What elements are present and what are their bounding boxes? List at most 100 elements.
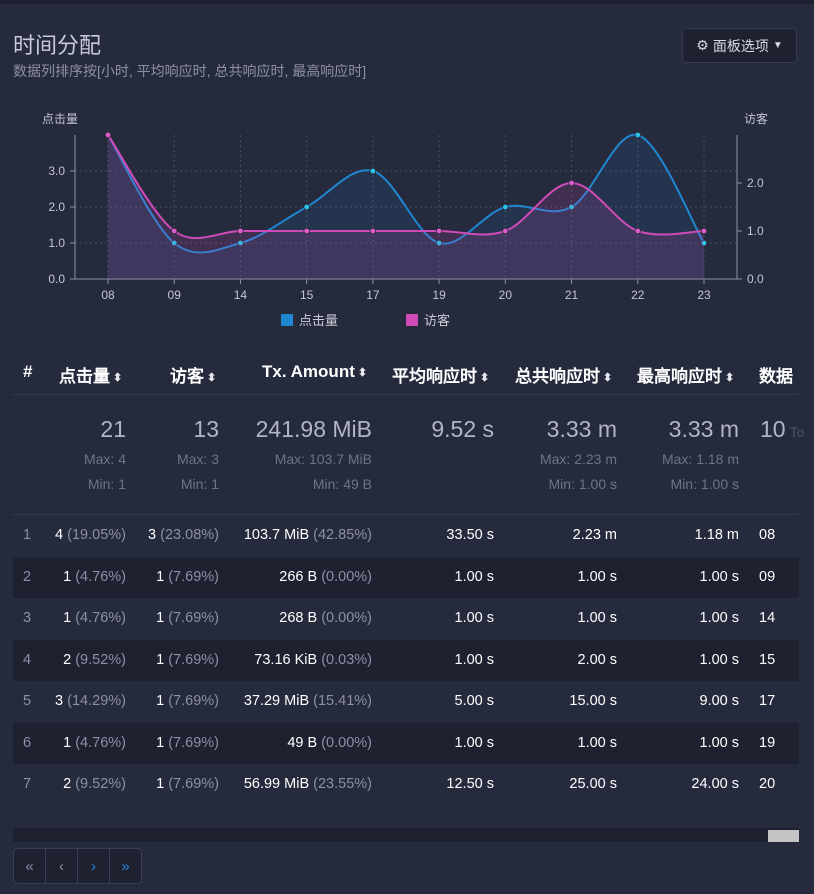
row-index: 2 — [23, 568, 32, 585]
y-tick-label-right: 1.0 — [747, 224, 764, 238]
x-tick-label: 14 — [234, 288, 248, 300]
x-tick-label: 19 — [432, 288, 446, 300]
row-data: 19 — [759, 734, 776, 751]
y-tick-label-right: 0.0 — [747, 272, 764, 286]
horizontal-scrollbar[interactable] — [13, 828, 799, 842]
row-cum: 1.00 s — [577, 568, 618, 585]
col-tx-amount[interactable]: Tx. Amount ⬍ — [262, 362, 368, 381]
data-point — [634, 131, 641, 139]
row-cum: 25.00 s — [569, 776, 617, 792]
table-row[interactable]: 6 1 (4.76%) 1 (7.69%) 49 B (0.00%) 1.00 s 1.0… — [13, 722, 799, 764]
summary-hits: 21 Max: 4 Min: 1 — [83, 416, 126, 492]
col-cum-ts[interactable]: 总共响应时 ⬍ — [515, 367, 613, 386]
row-data: 15 — [759, 651, 776, 668]
row-index: 1 — [23, 527, 32, 543]
caret-down-icon: ▼ — [772, 40, 783, 51]
first-page-button[interactable]: « — [13, 848, 46, 884]
row-index: 7 — [23, 776, 32, 792]
legend-label-visitors: 访客 — [424, 313, 451, 328]
last-page-button[interactable]: » — [109, 848, 142, 884]
legend-swatch-hits — [281, 313, 293, 326]
table-row[interactable]: 2 1 (4.76%) 1 (7.69%) 266 B (0.00%) 1.00 s 1.… — [13, 556, 799, 598]
data-point — [303, 227, 310, 235]
row-avg: 12.50 s — [446, 776, 494, 792]
data-point — [502, 227, 509, 235]
row-tx: 73.16 KiB (0.03%) — [254, 651, 372, 668]
top-border — [0, 0, 814, 4]
row-hits: 1 (4.76%) — [63, 568, 126, 585]
table-row[interactable]: 7 2 (9.52%) 1 (7.69%) 56.99 MiB (23.55%) 12.… — [13, 764, 799, 806]
x-tick-label: 22 — [631, 288, 645, 300]
col-data[interactable]: 数据 — [759, 367, 793, 386]
y-tick-label-left: 3.0 — [48, 164, 65, 178]
row-data: 17 — [759, 693, 776, 709]
scrollbar-thumb[interactable] — [768, 830, 799, 842]
x-tick-label: 20 — [499, 288, 513, 300]
row-max: 1.00 s — [699, 610, 740, 626]
table-row[interactable]: 1 4 (19.05%) 3 (23.08%) 103.7 MiB (42.85%) 3… — [13, 515, 799, 557]
summary-max: 3.33 m Max: 1.18 m Min: 1.00 s — [661, 416, 739, 492]
row-visitors: 1 (7.69%) — [156, 568, 219, 585]
row-hits: 1 (4.76%) — [63, 610, 126, 626]
row-tx: 103.7 MiB (42.85%) — [243, 527, 372, 543]
row-hits: 2 (9.52%) — [63, 776, 126, 792]
summary-data: 10 To — [760, 416, 805, 442]
row-data: 08 — [759, 527, 776, 543]
col-max-ts[interactable]: 最高响应时 ⬍ — [637, 367, 735, 386]
data-point — [303, 203, 310, 211]
row-tx: 37.29 MiB (15.41%) — [243, 693, 372, 709]
row-visitors: 1 (7.69%) — [156, 610, 219, 626]
table-row[interactable]: 5 3 (14.29%) 1 (7.69%) 37.29 MiB (15.41%) 5.… — [13, 681, 799, 723]
x-tick-label: 21 — [565, 288, 579, 300]
prev-page-button[interactable]: ‹ — [45, 848, 78, 884]
sort-icon: ⬍ — [357, 367, 368, 380]
data-point — [502, 203, 509, 211]
data-point — [634, 227, 641, 235]
data-point — [435, 227, 443, 235]
x-tick-label: 15 — [300, 288, 314, 300]
row-visitors: 1 (7.69%) — [156, 651, 219, 668]
data-point — [369, 167, 377, 175]
row-index: 4 — [23, 651, 32, 668]
table-row[interactable]: 4 2 (9.52%) 1 (7.69%) 73.16 KiB (0.03%) 1.00… — [13, 639, 799, 681]
legend-item-hits[interactable]: 点击量 — [281, 310, 338, 329]
sort-icon: ⬍ — [113, 372, 123, 385]
sort-icon: ⬍ — [603, 372, 613, 385]
row-cum: 1.00 s — [577, 734, 618, 751]
data-point — [171, 227, 178, 235]
next-page-button[interactable]: › — [77, 848, 110, 884]
sort-icon: ⬍ — [207, 372, 217, 385]
panel-options-button[interactable]: ⚙ 面板选项 ▼ — [682, 28, 797, 63]
panel-options-label: 面板选项 — [712, 37, 769, 54]
table-body: 1 4 (19.05%) 3 (23.08%) 103.7 MiB (42.85%) 3… — [13, 515, 799, 806]
data-point — [568, 203, 575, 211]
row-index: 5 — [23, 693, 32, 709]
summary-row: 21 Max: 4 Min: 1 13 Max: 3 Min: 1 241.98… — [13, 395, 804, 515]
table-row[interactable]: 3 1 (4.76%) 1 (7.69%) 268 B (0.00%) 1.00 s 1.… — [13, 598, 799, 640]
data-point — [700, 239, 708, 247]
col-visitors[interactable]: 访客 ⬍ — [170, 367, 217, 386]
legend-item-visitors[interactable]: 访客 — [406, 310, 450, 329]
row-visitors: 1 (7.69%) — [156, 776, 219, 792]
panel-title: 时间分配 — [13, 33, 102, 58]
row-visitors: 3 (23.08%) — [148, 527, 219, 543]
x-tick-label: 09 — [168, 288, 182, 300]
data-point — [568, 179, 575, 187]
series-area — [108, 134, 704, 279]
row-cum: 15.00 s — [569, 693, 617, 709]
summary-tx: 241.98 MiB Max: 103.7 MiB Min: 49 B — [255, 416, 372, 492]
col-hits[interactable]: 点击量 ⬍ — [59, 367, 123, 386]
series-area — [108, 135, 704, 279]
row-data: 20 — [759, 776, 776, 792]
row-avg: 1.00 s — [454, 651, 495, 668]
legend-swatch-visitors — [406, 313, 418, 326]
row-cum: 2.00 s — [577, 651, 618, 668]
y-axis-label-right: 访客 — [744, 111, 768, 126]
col-avg-ts[interactable]: 平均响应时 ⬍ — [392, 367, 490, 386]
y-axis-label-left: 点击量 — [42, 112, 78, 126]
y-tick-label-left: 2.0 — [48, 200, 65, 214]
summary-visitors: 13 Max: 3 Min: 1 — [176, 416, 219, 492]
time-distribution-chart: 0.0 1.0 2.0 3.0 0.0 1.0 2.0 08 09 14 15 17 19 20 21 22 2… — [42, 111, 768, 300]
row-index: 6 — [23, 734, 32, 751]
row-avg: 1.00 s — [454, 734, 495, 751]
